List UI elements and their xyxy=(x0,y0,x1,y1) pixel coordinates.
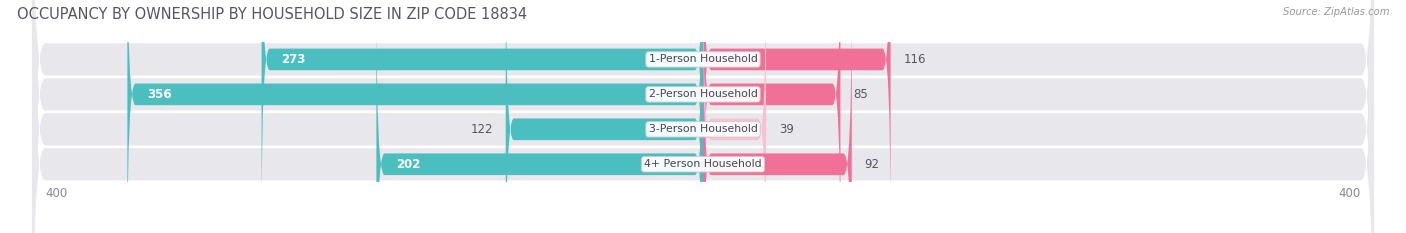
Text: 122: 122 xyxy=(470,123,494,136)
FancyBboxPatch shape xyxy=(128,0,703,233)
FancyBboxPatch shape xyxy=(262,0,703,223)
Text: 92: 92 xyxy=(865,158,880,171)
FancyBboxPatch shape xyxy=(32,0,1374,233)
Text: 273: 273 xyxy=(281,53,305,66)
Text: 85: 85 xyxy=(853,88,868,101)
FancyBboxPatch shape xyxy=(703,0,766,233)
FancyBboxPatch shape xyxy=(703,0,841,233)
Text: 3-Person Household: 3-Person Household xyxy=(648,124,758,134)
FancyBboxPatch shape xyxy=(377,0,703,233)
Text: 116: 116 xyxy=(904,53,927,66)
Text: 356: 356 xyxy=(146,88,172,101)
Text: 2-Person Household: 2-Person Household xyxy=(648,89,758,99)
Text: OCCUPANCY BY OWNERSHIP BY HOUSEHOLD SIZE IN ZIP CODE 18834: OCCUPANCY BY OWNERSHIP BY HOUSEHOLD SIZE… xyxy=(17,7,527,22)
FancyBboxPatch shape xyxy=(703,0,852,233)
Text: 1-Person Household: 1-Person Household xyxy=(648,55,758,64)
FancyBboxPatch shape xyxy=(32,0,1374,233)
Text: 39: 39 xyxy=(779,123,794,136)
FancyBboxPatch shape xyxy=(32,0,1374,233)
FancyBboxPatch shape xyxy=(703,0,890,223)
Text: 202: 202 xyxy=(396,158,420,171)
Text: 4+ Person Household: 4+ Person Household xyxy=(644,159,762,169)
FancyBboxPatch shape xyxy=(506,0,703,233)
Text: Source: ZipAtlas.com: Source: ZipAtlas.com xyxy=(1282,7,1389,17)
FancyBboxPatch shape xyxy=(32,0,1374,233)
